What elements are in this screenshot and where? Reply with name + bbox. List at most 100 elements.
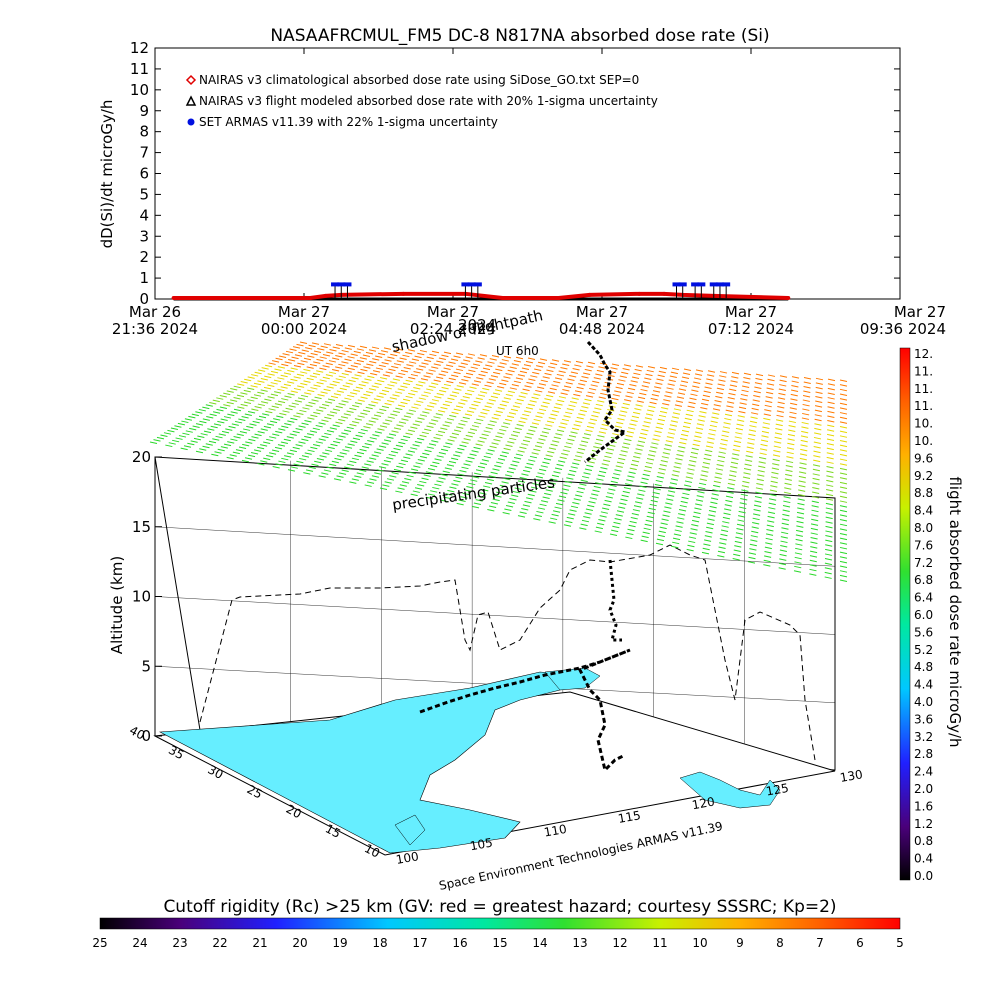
dose-sheet-dash — [752, 517, 760, 521]
dose-sheet-dash — [285, 407, 293, 411]
dose-sheet-dash — [420, 378, 429, 381]
dose-sheet-dash — [321, 435, 329, 439]
dose-sheet-dash — [580, 440, 589, 443]
dose-sheet-dash — [839, 546, 848, 550]
dose-sheet-dash — [791, 380, 799, 384]
dose-sheet-dash — [203, 430, 212, 434]
dose-sheet-dash — [540, 500, 549, 503]
dose-sheet-dash — [398, 421, 407, 424]
dose-sheet-dash — [326, 386, 334, 389]
dose-sheet-dash — [549, 387, 557, 391]
dose-sheet-dash — [393, 447, 401, 451]
dose-sheet-dash — [492, 468, 500, 471]
dose-sheet-dash — [548, 521, 556, 524]
dose-sheet-dash — [658, 468, 666, 471]
dose-sheet-dash — [338, 363, 346, 367]
dose-sheet-dash — [478, 373, 486, 377]
dose-sheet-dash — [566, 408, 574, 411]
dose-sheet-dash — [445, 400, 453, 404]
dose-sheet-dash — [542, 461, 550, 465]
dose-colorbar-ticks: 12.11.11.11.10.10.9.69.28.88.48.07.67.26… — [914, 347, 933, 883]
dose-sheet-dash — [303, 472, 311, 475]
dose-sheet-dash — [613, 473, 621, 476]
dose-sheet-dash — [357, 371, 365, 375]
rigidity-tick-label: 17 — [412, 936, 427, 950]
dose-sheet-dash — [467, 389, 475, 393]
x-tick-label-time: 04:48 2024 — [559, 320, 645, 338]
dose-sheet-dash — [400, 438, 408, 442]
lat-tick-label: 40 — [127, 723, 147, 743]
dose-sheet-dash — [483, 485, 491, 488]
dose-sheet-dash — [839, 500, 848, 503]
dose-sheet-dash — [446, 464, 455, 467]
dose-sheet-dash — [609, 484, 617, 488]
dose-sheet-dash — [184, 418, 192, 421]
dose-sheet-dash — [172, 439, 180, 443]
dose-sheet-dash — [296, 460, 304, 464]
dose-sheet-dash — [497, 432, 505, 435]
dose-sheet-dash — [292, 430, 300, 434]
dose-sheet-dash — [625, 483, 633, 486]
dose-sheet-dash — [405, 432, 413, 436]
dose-sheet-dash — [290, 417, 298, 421]
dose-sheet-dash — [475, 397, 483, 400]
dose-sheet-dash — [767, 374, 776, 377]
dose-sheet-dash — [231, 423, 239, 426]
dose-sheet-dash — [310, 387, 318, 390]
dose-sheet-dash — [509, 387, 517, 390]
dose-sheet-dash — [637, 396, 646, 400]
dose-sheet-dash — [762, 422, 770, 425]
dose-sheet-dash — [771, 471, 779, 475]
dose-sheet-dash — [622, 368, 630, 371]
dose-sheet-dash — [645, 413, 654, 416]
dose-sheet-dash — [514, 427, 522, 430]
dose-sheet-dash — [693, 439, 701, 443]
dose-sheet-dash — [660, 522, 668, 526]
dose-sheet-dash — [453, 429, 462, 433]
dose-sheet-dash — [492, 498, 500, 502]
dose-sheet-dash — [578, 383, 586, 386]
dose-sheet-dash — [327, 414, 335, 417]
dose-sheet-dash — [448, 377, 456, 381]
dose-sheet-dash — [767, 515, 775, 519]
dose-sheet-dash — [507, 390, 515, 394]
dose-sheet-dash — [825, 535, 833, 538]
dose-sheet-dash — [287, 420, 295, 423]
dose-sheet-dash — [616, 461, 625, 465]
dose-sheet-dash — [471, 383, 479, 386]
dose-tick-label: 1.6 — [914, 799, 933, 813]
dose-sheet-dash — [679, 504, 687, 508]
dose-sheet-dash — [678, 388, 687, 391]
dose-sheet-dash — [209, 401, 217, 405]
dose-sheet-dash — [433, 416, 441, 419]
dose-sheet-dash — [470, 366, 478, 370]
dose-sheet-dash — [706, 441, 714, 444]
dose-sheet-dash — [588, 500, 596, 504]
dose-tick-label: 5.6 — [914, 625, 933, 639]
dose-rate-sheet — [149, 341, 848, 582]
dose-sheet-dash — [839, 407, 848, 410]
dose-sheet-dash — [572, 367, 580, 371]
dose-sheet-dash — [378, 466, 387, 469]
dose-sheet-dash — [168, 442, 176, 445]
dose-sheet-dash — [794, 565, 802, 569]
dose-sheet-dash — [377, 379, 385, 383]
dose-sheet-dash — [471, 403, 479, 407]
dose-sheet-dash — [347, 394, 355, 398]
dose-sheet-dash — [691, 519, 700, 523]
dose-sheet-dash — [737, 419, 745, 422]
dose-sheet-dash — [438, 477, 446, 480]
dose-sheet-dash — [396, 360, 404, 363]
dose-sheet-dash — [793, 570, 802, 573]
dose-sheet-dash — [410, 468, 419, 471]
dose-sheet-dash — [447, 489, 455, 493]
dose-sheet-dash — [569, 401, 578, 404]
dose-sheet-dash — [794, 561, 802, 564]
dose-sheet-dash — [505, 393, 513, 397]
dose-sheet-dash — [311, 399, 319, 402]
dose-sheet-dash — [228, 425, 236, 429]
dose-sheet-dash — [522, 413, 530, 417]
dose-sheet-dash — [352, 389, 361, 392]
dose-sheet-dash — [695, 431, 703, 434]
dose-sheet-dash — [349, 460, 357, 464]
